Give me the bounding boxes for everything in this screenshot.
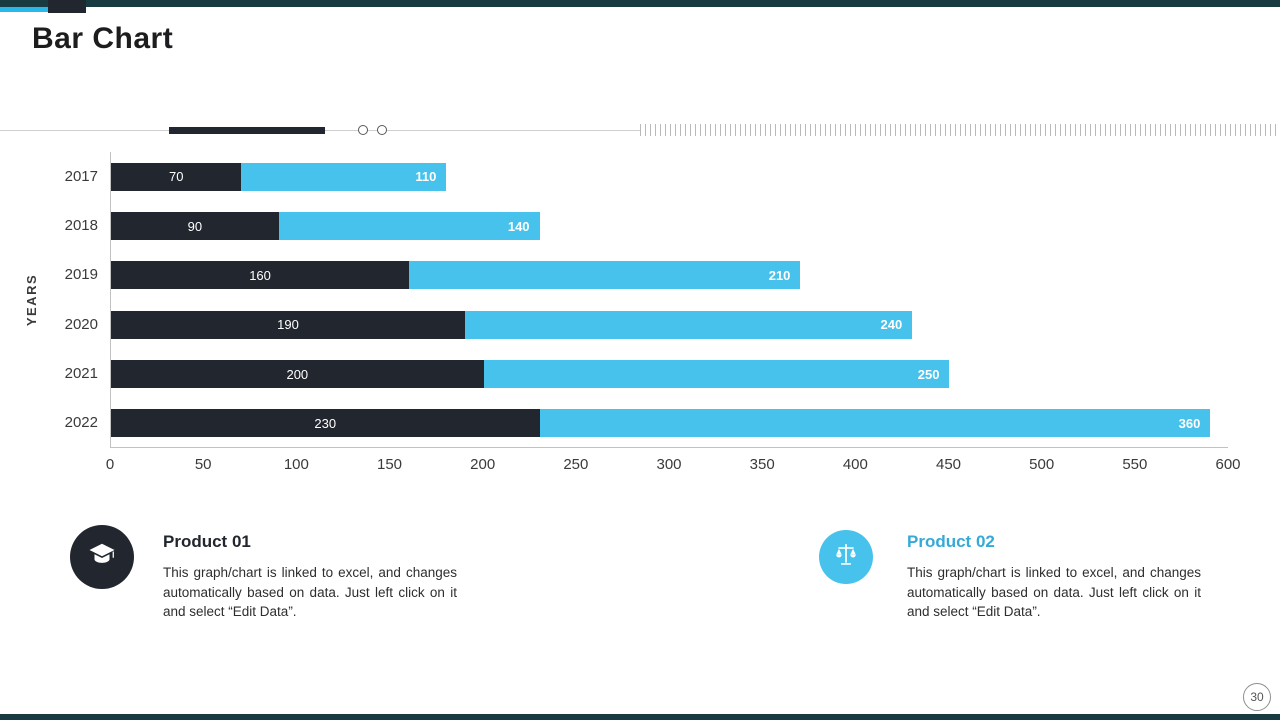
bar-row-2019: 160 210 <box>111 261 1229 290</box>
top-accent-blue <box>0 7 48 12</box>
top-accent-dark <box>48 0 86 13</box>
y-axis-label: 2020 <box>64 315 98 333</box>
bar-segment-product-02: 360 <box>539 409 1211 438</box>
product-02-description: This graph/chart is linked to excel, and… <box>907 565 1201 619</box>
bar-segment-product-01: 200 <box>111 360 484 388</box>
x-axis-tick-label: 50 <box>194 456 212 473</box>
bar-row-2018: 90 140 <box>111 212 1229 240</box>
bar-value-label: 360 <box>1178 415 1201 431</box>
y-axis-label: 2019 <box>64 266 98 284</box>
bar-row-2022: 230 360 <box>111 409 1229 438</box>
x-axis-tick-label: 200 <box>470 456 496 473</box>
top-strip <box>0 0 1280 7</box>
x-axis-tick-label: 600 <box>1215 456 1241 473</box>
bar-row-2021: 200 250 <box>111 360 1229 388</box>
product-01-block: Product 01 This graph/chart is linked to… <box>163 532 457 622</box>
page-number-badge: 30 <box>1243 683 1271 711</box>
bar-segment-product-02: 110 <box>241 162 447 191</box>
bar-segment-product-01: 230 <box>111 409 540 438</box>
product-01-title: Product 01 <box>163 532 251 551</box>
x-axis-tick-label: 400 <box>842 456 868 473</box>
page-title: Bar Chart <box>32 22 174 55</box>
bar-value-label: 230 <box>314 415 337 431</box>
bar-value-label: 160 <box>249 267 271 283</box>
bar-value-label: 140 <box>507 218 530 234</box>
x-axis-tick-label: 500 <box>1029 456 1055 473</box>
bar-segment-product-02: 210 <box>409 261 801 290</box>
bar-value-label: 70 <box>168 169 184 185</box>
bar-segment-product-02: 250 <box>483 360 950 388</box>
x-axis-tick-label: 250 <box>563 456 589 473</box>
bar-value-label: 250 <box>917 366 940 382</box>
bar-value-label: 210 <box>768 267 791 283</box>
bar-segment-product-02: 240 <box>465 310 913 339</box>
x-axis-ticks: 0 50 100 150 200 250 300 350 400 450 500 550 600 <box>106 456 1241 476</box>
x-axis-tick-label: 550 <box>1122 456 1148 473</box>
x-axis-tick-label: 0 <box>105 456 115 473</box>
x-axis-tick-label: 350 <box>749 456 775 473</box>
carousel-dot <box>377 125 387 135</box>
bar-segment-product-02: 140 <box>278 212 540 240</box>
divider-progress-bar <box>169 127 325 134</box>
y-axis-label: 2021 <box>64 365 98 382</box>
bar-segment-product-01: 160 <box>111 261 410 290</box>
x-axis-tick-label: 100 <box>283 456 309 473</box>
y-axis-label: 2018 <box>64 217 98 234</box>
x-axis-tick-label: 450 <box>935 456 962 473</box>
product-02-title: Product 02 <box>907 532 995 551</box>
bar-value-label: 110 <box>415 169 437 185</box>
product-02-block: Product 02 This graph/chart is linked to… <box>907 532 1201 622</box>
divider-hatch <box>640 124 1280 136</box>
product-01-icon-circle <box>70 525 134 589</box>
plot-area: 70 110 90 140 160 210 190 240 200 250 230 360 <box>110 152 1228 448</box>
bar-row-2020: 190 240 <box>111 310 1229 339</box>
x-axis-tick-label: 300 <box>656 456 682 473</box>
y-axis-labels: 2017 2018 2019 2020 2021 2022 <box>36 152 98 448</box>
x-axis-tick-label: 150 <box>376 456 403 473</box>
carousel-dot <box>358 125 368 135</box>
bar-segment-product-01: 90 <box>111 212 279 240</box>
y-axis-label: 2022 <box>64 414 98 432</box>
bar-value-label: 200 <box>286 366 309 382</box>
bar-row-2017: 70 110 <box>111 162 1229 191</box>
bar-segment-product-01: 190 <box>111 310 466 339</box>
bar-segment-product-01: 70 <box>111 162 242 191</box>
bottom-strip <box>0 714 1280 720</box>
bar-value-label: 240 <box>880 317 903 333</box>
product-02-icon-circle <box>819 530 873 584</box>
graduation-cap-icon <box>87 540 117 575</box>
bar-value-label: 90 <box>187 218 203 234</box>
bar-value-label: 190 <box>277 317 299 333</box>
y-axis-label: 2017 <box>64 167 98 185</box>
product-01-description: This graph/chart is linked to excel, and… <box>163 565 457 619</box>
scales-icon <box>833 542 859 573</box>
